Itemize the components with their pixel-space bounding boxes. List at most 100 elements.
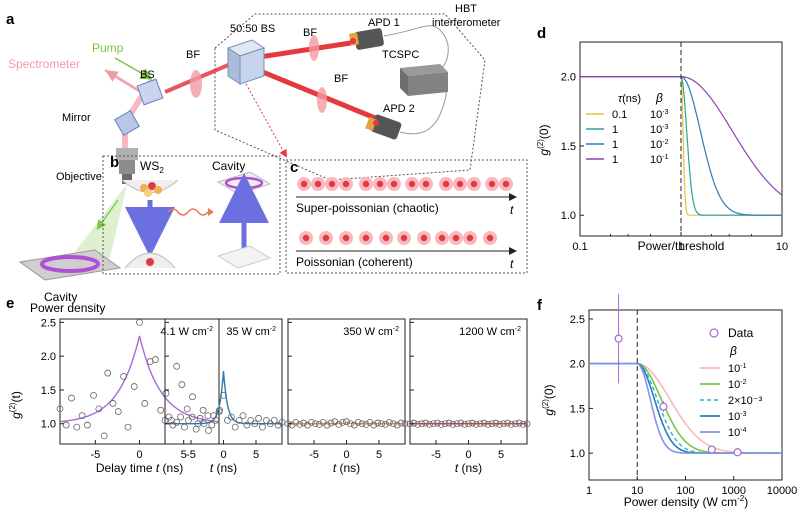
panel-f-chart: f 1 10 100 1000 10000 1.0 1.5 2.0 2.5 g(2)(0) Po… [537, 293, 797, 509]
e-data-point [220, 391, 227, 399]
e-data-point [362, 421, 370, 428]
d-legend-beta-base: 10 [650, 139, 662, 151]
e-data-point [141, 400, 149, 407]
e-xlabel-t: t [455, 461, 459, 475]
e-data-point [327, 419, 335, 427]
e-subplot-label: 350 W cm-2 [343, 326, 399, 338]
e-data-point [429, 420, 437, 428]
f-ylabel-sup: (2) [541, 399, 550, 409]
e-data-point [162, 389, 170, 397]
e-data-point [62, 421, 70, 429]
d-legend-rows: 0.1 10-31 10-31 10-21 10-1 [586, 109, 669, 166]
d-legend-tau: τ(ns) [618, 93, 641, 105]
e-data-point [500, 420, 508, 428]
e-data-point [266, 420, 274, 428]
d-ylabel-sup: (2) [536, 139, 545, 149]
e-data-point [492, 419, 500, 427]
panel-d-chart: d 0.1 1 10 1.0 1.5 2.0 g(2)(0) Power/threshol… [536, 25, 788, 253]
e-data-point [173, 362, 181, 370]
f-legend-data-marker [709, 328, 719, 338]
e-data-point [90, 391, 97, 399]
e-data-point [323, 421, 331, 429]
objective-label: Objective [56, 171, 102, 183]
photon [442, 180, 450, 188]
e-data-point [78, 412, 86, 420]
e-data-point [461, 421, 469, 428]
e-subplot-label: 35 W cm-2 [226, 326, 276, 338]
apd1-label: APD 1 [368, 17, 400, 29]
d-legend-beta-value: 10-3 [650, 109, 669, 121]
d-legend-beta-exp: -2 [662, 139, 668, 146]
e-subplot-label: 1200 W cm-2 [459, 326, 521, 338]
f-legend-label: 10-3 [728, 411, 747, 423]
e-xtick-label: 0 [136, 449, 142, 461]
e-ylabel-tail-text: (t) [9, 391, 23, 402]
e-label-exp: -2 [270, 326, 276, 333]
poisson-label: Poissonian (coherent) [296, 255, 413, 269]
e-data-point [476, 420, 484, 428]
e-data-point [239, 412, 247, 420]
ws2-hole [146, 258, 154, 266]
e-data-point [511, 420, 519, 428]
apd1-cable [383, 25, 449, 71]
e-header: Power density [30, 301, 105, 315]
super-poisson-photons [297, 177, 513, 191]
bf-left-label: BF [186, 49, 200, 61]
e-data-point [433, 419, 441, 427]
e-data-point [183, 405, 191, 413]
d-ticks: 0.1 1 10 1.0 1.5 2.0 [561, 72, 788, 253]
e-data-point [382, 421, 389, 428]
photon [382, 234, 390, 242]
f-legend-data: Data [728, 326, 754, 340]
d-xtick-label: 1 [678, 241, 684, 253]
e-label-exp: -2 [393, 326, 399, 333]
e-label-base: 4.1 W cm [160, 326, 206, 338]
pump-focus-arrow [96, 199, 119, 230]
e-data-point [507, 421, 515, 428]
hbt-label-1: HBT [455, 3, 477, 15]
f-legend-exp: -2 [740, 379, 746, 386]
f-legend-beta: β [729, 344, 737, 358]
e-data-point [124, 423, 132, 431]
f-legend-base: 10 [728, 411, 740, 423]
e-data-point [227, 413, 235, 421]
e-data-point [335, 421, 343, 428]
e-xlabel-unit: (ns) [213, 461, 237, 475]
e-data-point [114, 408, 122, 415]
e-xtick-label: 5 [181, 449, 187, 461]
e-ytick-label: 1.5 [41, 385, 56, 397]
e-data-point [165, 413, 173, 421]
f-series-line [589, 362, 782, 454]
e-data-point [472, 421, 480, 428]
e-xlabel-first: Delay time [96, 461, 156, 475]
f-series-line [589, 362, 782, 454]
f-legend-base: 10 [728, 379, 740, 391]
e-subplot: -5 0 5 1.0 1.5 2.0 2.5 4.1 W cm-2 Delay time t (… [41, 317, 223, 475]
tcspc-box [400, 64, 448, 96]
ws2-label: WS2 [140, 159, 164, 175]
tcspc-label: TCSPC [382, 49, 419, 61]
f-ytick-label: 2.5 [570, 314, 585, 326]
e-data-point [247, 416, 255, 424]
f-series-line [589, 362, 782, 454]
e-ylabel-sup: (2) [8, 402, 17, 412]
d-legend-beta: β [655, 91, 663, 105]
f-legend-exp: -3 [740, 411, 746, 418]
panel-label-b: b [110, 154, 119, 171]
e-label-exp: -2 [515, 326, 521, 333]
f-xtick-label: 1000 [722, 485, 746, 497]
e-data-point [157, 406, 165, 414]
e-data-point [523, 420, 531, 428]
e-xtick-label: -5 [186, 449, 196, 461]
e-data-point [177, 413, 185, 421]
d-ylabel: g(2)(0) [536, 124, 551, 155]
e-data-point [231, 423, 239, 431]
e-xlabel: t (ns) [333, 461, 360, 475]
cavity-b-label: Cavity [212, 159, 245, 173]
photon [408, 180, 416, 188]
f-ytick-label: 2.0 [570, 359, 585, 371]
spectrometer-arrow [105, 70, 141, 93]
bf-mid-lens [317, 87, 327, 113]
f-legend-rows: 10-110-22×10⁻³10-310-4 [700, 363, 763, 439]
e-xtick-label: 5 [498, 449, 504, 461]
